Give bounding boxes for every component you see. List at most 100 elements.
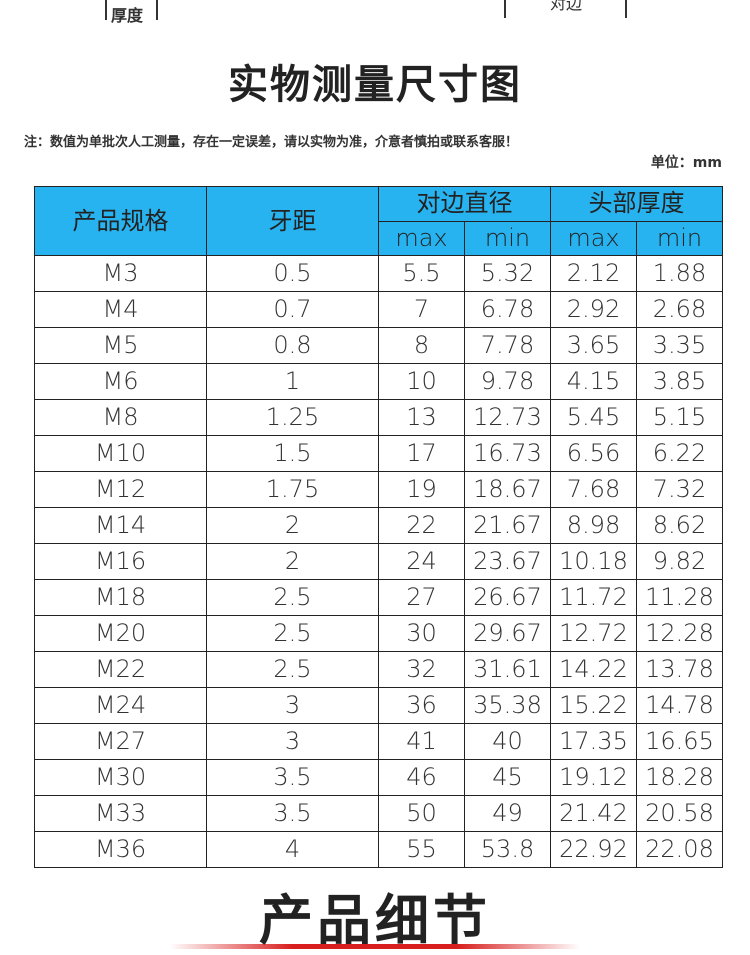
table-cell: 7.78 [464, 327, 551, 364]
table-cell: 2.5 [206, 651, 379, 688]
header-cell: 牙距 [206, 186, 379, 256]
table-cell: M14 [34, 507, 207, 544]
table-cell: M10 [34, 435, 207, 472]
table-cell: 2 [206, 507, 379, 544]
table-cell: M16 [34, 543, 207, 580]
table-cell: 13 [378, 399, 465, 436]
table-cell: 3.65 [550, 327, 637, 364]
table-cell: M36 [34, 831, 207, 868]
table-cell: M3 [34, 255, 207, 292]
note: 注：数值为单批次人工测量，存在一定误差，请以实物为准，介意者慎拍或联系客服！ [24, 135, 519, 150]
table-cell: 15.22 [550, 687, 637, 724]
table-cell: 5.45 [550, 399, 637, 436]
table-cell: 11.28 [636, 579, 723, 616]
table-cell: M4 [34, 291, 207, 328]
section-title: 产品细节 [259, 889, 491, 952]
divider [105, 0, 107, 20]
table-cell: M18 [34, 579, 207, 616]
table-cell: 2.68 [636, 291, 723, 328]
table-cell: 3.35 [636, 327, 723, 364]
table-row: M3 0.5 5.5 5.32 2.12 1.88 [34, 255, 723, 292]
table-cell: 3.85 [636, 363, 723, 400]
table-cell: 5.15 [636, 399, 723, 436]
table-cell: 53.8 [464, 831, 551, 868]
table-cell: 23.67 [464, 543, 551, 580]
header-cell: max [550, 220, 637, 256]
table-cell: 7.68 [550, 471, 637, 508]
table-cell: 1.5 [206, 435, 379, 472]
table-cell: 41 [378, 723, 465, 760]
divider [625, 0, 627, 18]
table-cell: 1 [206, 363, 379, 400]
table-row: M36 4 55 53.8 22.92 22.08 [34, 831, 723, 868]
table-cell: 40 [464, 723, 551, 760]
top-fragment-right: 对边 [550, 0, 583, 13]
table-cell: 26.67 [464, 579, 551, 616]
table-cell: 8 [378, 327, 465, 364]
table-cell: 2.5 [206, 579, 379, 616]
table-row: M4 0.7 7 6.78 2.92 2.68 [34, 291, 723, 328]
table-cell: 0.7 [206, 291, 379, 328]
table-cell: 5.32 [464, 255, 551, 292]
table-cell: M24 [34, 687, 207, 724]
header-cell: min [636, 220, 723, 256]
table-cell: 1.25 [206, 399, 379, 436]
table-cell: 36 [378, 687, 465, 724]
table-body: M3 0.5 5.5 5.32 2.12 1.88 M4 0.7 7 6.78 2.92 2.68 M5… [34, 255, 723, 868]
table-cell: 49 [464, 795, 551, 832]
table-row: M8 1.25 13 12.73 5.45 5.15 [34, 399, 723, 436]
table-cell: 27 [378, 579, 465, 616]
table-cell: 21.42 [550, 795, 637, 832]
table-cell: 16.65 [636, 723, 723, 760]
table-cell: 20.58 [636, 795, 723, 832]
table-cell: 16.73 [464, 435, 551, 472]
table-cell: 7.32 [636, 471, 723, 508]
table-cell: 46 [378, 759, 465, 796]
header-cell: 产品规格 [34, 186, 207, 256]
table-cell: M30 [34, 759, 207, 796]
top-fragment-left: 厚度 [111, 6, 144, 25]
table-cell: M33 [34, 795, 207, 832]
table-cell: 50 [378, 795, 465, 832]
table-cell: 3.5 [206, 759, 379, 796]
table-cell: 6.22 [636, 435, 723, 472]
table-cell: 2.92 [550, 291, 637, 328]
table-cell: 18.28 [636, 759, 723, 796]
table-row: M24 3 36 35.38 15.22 14.78 [34, 687, 723, 724]
table-cell: 4.15 [550, 363, 637, 400]
table-cell: 3 [206, 687, 379, 724]
table-cell: 4 [206, 831, 379, 868]
header-cell: 对边直径 [378, 186, 551, 222]
table-cell: 22.08 [636, 831, 723, 868]
table-cell: 8.98 [550, 507, 637, 544]
table-row: M16 2 24 23.67 10.18 9.82 [34, 543, 723, 580]
unit: 单位：mm [650, 155, 722, 171]
table-row: M30 3.5 46 45 19.12 18.28 [34, 759, 723, 796]
header-cell: min [464, 220, 551, 256]
table-row: M10 1.5 17 16.73 6.56 6.22 [34, 435, 723, 472]
table-cell: 55 [378, 831, 465, 868]
table-cell: 3.5 [206, 795, 379, 832]
table-cell: M27 [34, 723, 207, 760]
table-row: M33 3.5 50 49 21.42 20.58 [34, 795, 723, 832]
table-cell: 45 [464, 759, 551, 796]
table-cell: 12.73 [464, 399, 551, 436]
table-cell: 6.78 [464, 291, 551, 328]
table-cell: 5.5 [378, 255, 465, 292]
table-cell: 3 [206, 723, 379, 760]
title: 实物测量尺寸图 [228, 62, 522, 108]
table-cell: 17 [378, 435, 465, 472]
table-cell: 14.22 [550, 651, 637, 688]
table-cell: 35.38 [464, 687, 551, 724]
table-cell: 19.12 [550, 759, 637, 796]
table-cell: M22 [34, 651, 207, 688]
size-table: 产品规格 牙距 对边直径 头部厚度 max min max min M3 0.5 5.5 5… [34, 186, 723, 868]
table-cell: 9.78 [464, 363, 551, 400]
table-cell: M12 [34, 471, 207, 508]
table-cell: 9.82 [636, 543, 723, 580]
header-subrow: max min max min [35, 220, 723, 256]
table-cell: 2.5 [206, 615, 379, 652]
table-cell: 13.78 [636, 651, 723, 688]
table-cell: 24 [378, 543, 465, 580]
